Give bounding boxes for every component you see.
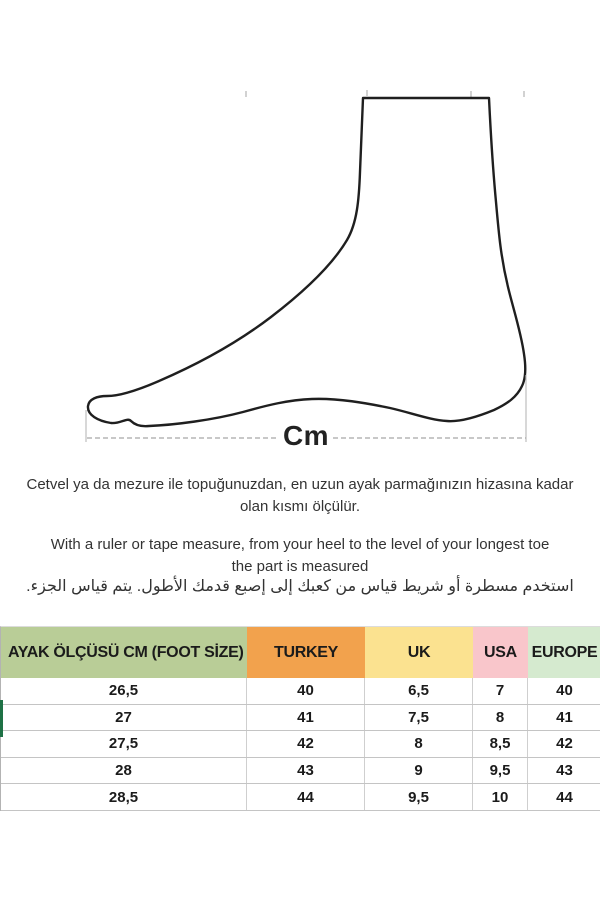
table-cell: 44 [247, 784, 365, 810]
table-cell: 40 [556, 682, 573, 700]
instruction-english: With a ruler or tape measure, from your … [10, 534, 590, 577]
foot-outline-path [86, 96, 527, 428]
table-row: 27 41 7,5 8 41 [1, 704, 600, 732]
table-cell: 40 [247, 678, 365, 704]
table-cell: 43 [247, 757, 365, 784]
table-cell: 9,5 [473, 757, 528, 784]
table-header-row: AYAK ÖLÇÜSÜ CM (FOOT SİZE) TURKEY UK USA EUR… [1, 627, 600, 678]
table-cell: 28,5 [1, 784, 247, 810]
table-row: 26,5 40 6,5 7 40 [1, 678, 600, 705]
instruction-line: Cetvel ya da mezure ile topuğunuzdan, en… [26, 476, 574, 493]
foot-outline-drawing [85, 90, 527, 442]
table-cell: 6,5 [365, 678, 473, 704]
table-cell: 28 [1, 757, 247, 784]
measure-bracket-lines [85, 375, 527, 442]
instruction-line: the part is measured [231, 557, 369, 575]
excel-selection-sliver [0, 700, 3, 737]
table-cell: 7,5 [365, 704, 473, 731]
instruction-line: olan kısmı ölçülür. [239, 497, 361, 515]
column-header: USA [473, 627, 528, 678]
column-header: UK [365, 627, 473, 678]
size-table: AYAK ÖLÇÜSÜ CM (FOOT SİZE) TURKEY UK USA EUR… [0, 626, 600, 811]
column-header: AYAK ÖLÇÜSÜ CM (FOOT SİZE) [1, 627, 247, 678]
table-cell: 8,5 [473, 731, 528, 757]
cm-measurement-label: Cm [282, 420, 330, 451]
table-cell: 7 [473, 678, 528, 704]
table-cell: 27,5 [1, 731, 247, 757]
instruction-arabic: استخدم مسطرة أو شريط قياس من كعبك إلى إص… [26, 578, 574, 595]
instruction-turkish: Cetvel ya da mezure ile topuğunuzdan, en… [10, 474, 590, 517]
table-cell: 8 [473, 704, 528, 731]
table-row: 28 43 9 9,5 43 [1, 757, 600, 785]
table-cell: 10 [473, 784, 528, 810]
table-cell: 41 [247, 704, 365, 731]
table-cell: 9,5 [365, 784, 473, 810]
column-header: EUROPE [528, 627, 600, 678]
table-cell: 41 [556, 708, 573, 726]
table-cell: 44 [556, 788, 573, 806]
table-cell: 9 [365, 757, 473, 784]
table-cell: 43 [556, 762, 573, 780]
table-cell: 42 [556, 735, 573, 753]
table-cell: 42 [247, 731, 365, 757]
instruction-line: With a ruler or tape measure, from your … [50, 536, 550, 553]
table-cell: 8 [365, 731, 473, 757]
table-cell: 26,5 [1, 678, 247, 704]
table-row: 27,5 42 8 8,5 42 [1, 731, 600, 758]
column-header: TURKEY [247, 627, 365, 678]
tick-marks [245, 90, 525, 97]
table-cell: 27 [1, 704, 247, 731]
table-row: 28,5 44 9,5 10 44 [1, 784, 600, 811]
